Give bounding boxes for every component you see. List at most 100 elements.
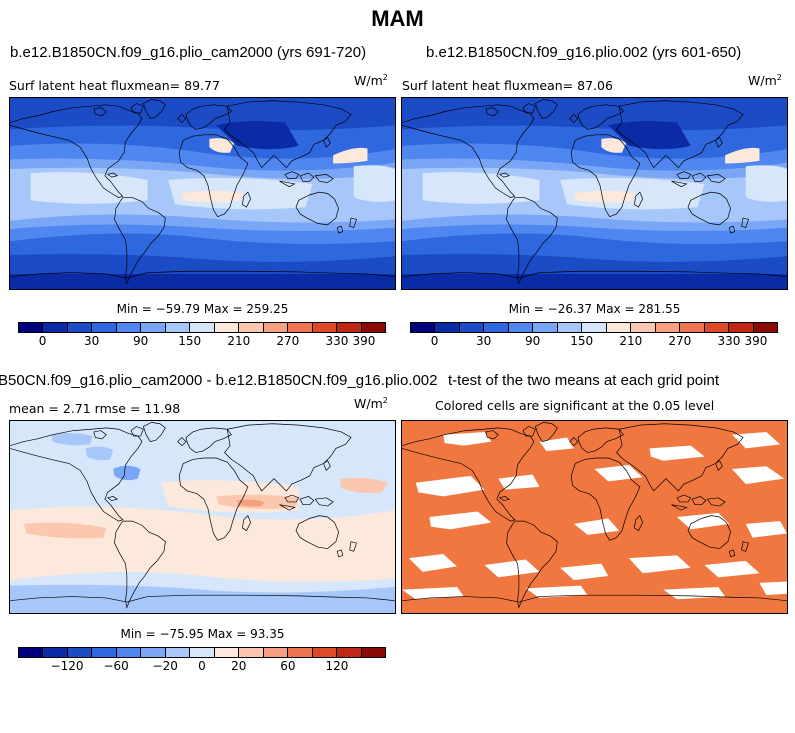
colorbar-cell — [729, 323, 754, 332]
colorbar-cell — [263, 648, 289, 657]
colorbar-tick-label: 330 — [325, 334, 349, 348]
field-region — [525, 585, 588, 598]
field-region — [484, 559, 540, 578]
colorbar-tick-label: 270 — [668, 334, 692, 348]
colorbar-cell — [508, 323, 534, 332]
field-region — [209, 138, 235, 153]
field-region — [573, 190, 636, 203]
colorbar-cell — [67, 323, 93, 332]
field-region — [10, 98, 395, 131]
colorbar-tick-label: 150 — [178, 334, 202, 348]
panel-2-min-max: Min = −26.37 Max = 281.55 — [508, 302, 681, 316]
colorbar-tick-label: 390 — [744, 334, 768, 348]
field-region — [51, 432, 93, 446]
colorbar-cell — [312, 648, 338, 657]
colorbar-cell — [288, 323, 313, 332]
colorbar-cell — [582, 323, 607, 332]
field-region — [402, 98, 787, 131]
colorbar-cell — [459, 323, 485, 332]
panel-1-min-max: Min = −59.79 Max = 259.25 — [116, 302, 289, 316]
field-region — [704, 560, 760, 578]
colorbar-cell — [533, 323, 558, 332]
colorbar-cell — [19, 323, 44, 332]
field-region — [628, 555, 691, 574]
panel-3-colorbar — [18, 647, 386, 658]
field-region — [236, 499, 265, 507]
colorbar-cell — [631, 323, 656, 332]
panel-1-units: W/m2 — [354, 73, 388, 89]
panel-4-title: t-test of the two means at each grid poi… — [448, 372, 719, 389]
colorbar-tick-label: 30 — [83, 334, 100, 348]
colorbar-tick-label: −60 — [103, 659, 129, 673]
field-region — [10, 584, 395, 613]
figure-title: MAM — [371, 6, 424, 31]
colorbar-tick-label: −20 — [152, 659, 178, 673]
field-region — [23, 522, 107, 539]
colorbar-tick-label: 210 — [619, 334, 643, 348]
colorbar-cell — [214, 323, 240, 332]
field-region — [415, 475, 485, 497]
colorbar-cell — [484, 323, 509, 332]
colorbar-tick-label: −120 — [50, 659, 84, 673]
field-region — [443, 431, 492, 446]
field-region — [594, 464, 643, 482]
colorbar-tick-label: 0 — [198, 659, 206, 673]
field-region — [732, 431, 781, 449]
colorbar-cell — [680, 323, 705, 332]
colorbar-tick-label: 120 — [325, 659, 349, 673]
colorbar-cell — [141, 648, 166, 657]
colorbar-cell — [43, 648, 68, 657]
colorbar-cell — [67, 648, 93, 657]
field-region — [725, 147, 760, 164]
colorbar-cell — [337, 323, 362, 332]
field-region — [216, 121, 299, 150]
field-region — [333, 147, 368, 164]
field-region — [30, 172, 148, 204]
colorbar-cell — [92, 323, 117, 332]
field-region — [85, 446, 114, 461]
colorbar-cell — [263, 323, 289, 332]
colorbar-cell — [239, 648, 264, 657]
colorbar-cell — [43, 323, 68, 332]
field-region — [10, 506, 395, 582]
panel-2-case-title: b.e12.B1850CN.f09_g16.plio.002 (yrs 601-… — [426, 44, 742, 61]
panel-3-mean-rmse: mean = 2.71 rmse = 11.98 — [9, 401, 181, 416]
colorbar-cell — [606, 323, 632, 332]
field-region — [649, 445, 705, 461]
field-region — [601, 138, 627, 153]
colorbar-cell — [411, 323, 436, 332]
panel-3-min-max: Min = −75.95 Max = 93.35 — [120, 627, 285, 641]
field-region — [181, 190, 244, 203]
colorbar-cell — [557, 323, 583, 332]
colorbar-tick-label: 150 — [570, 334, 594, 348]
field-region — [402, 273, 787, 289]
colorbar-tick-label: 210 — [227, 334, 251, 348]
colorbar-cell — [19, 648, 44, 657]
colorbar-cell — [92, 648, 117, 657]
colorbar-cell — [190, 648, 215, 657]
panel-1-colorbar — [18, 322, 386, 333]
panel-1-map — [9, 97, 396, 290]
colorbar-cell — [288, 648, 313, 657]
colorbar-cell — [214, 648, 240, 657]
field-region — [408, 554, 457, 572]
colorbar-cell — [116, 648, 142, 657]
colorbar-cell — [655, 323, 681, 332]
panel-3-map — [9, 420, 396, 614]
field-region — [759, 581, 787, 596]
field-region — [560, 563, 609, 581]
colorbar-cell — [361, 648, 386, 657]
colorbar-tick-label: 330 — [717, 334, 741, 348]
colorbar-tick-label: 270 — [276, 334, 300, 348]
panel-3-case-title: B50CN.f09_g16.plio_cam2000 - b.e12.B1850… — [0, 372, 438, 389]
field-region — [422, 172, 540, 204]
panel-3-units: W/m2 — [354, 396, 388, 412]
colorbar-tick-label: 0 — [430, 334, 439, 348]
panel-1-case-title: b.e12.B1850CN.f09_g16.plio_cam2000 (yrs … — [10, 44, 367, 61]
colorbar-cell — [312, 323, 338, 332]
field-region — [539, 437, 574, 452]
colorbar-tick-label: 30 — [475, 334, 492, 348]
colorbar-cell — [165, 323, 191, 332]
field-region — [745, 165, 787, 202]
field-region — [402, 586, 464, 600]
